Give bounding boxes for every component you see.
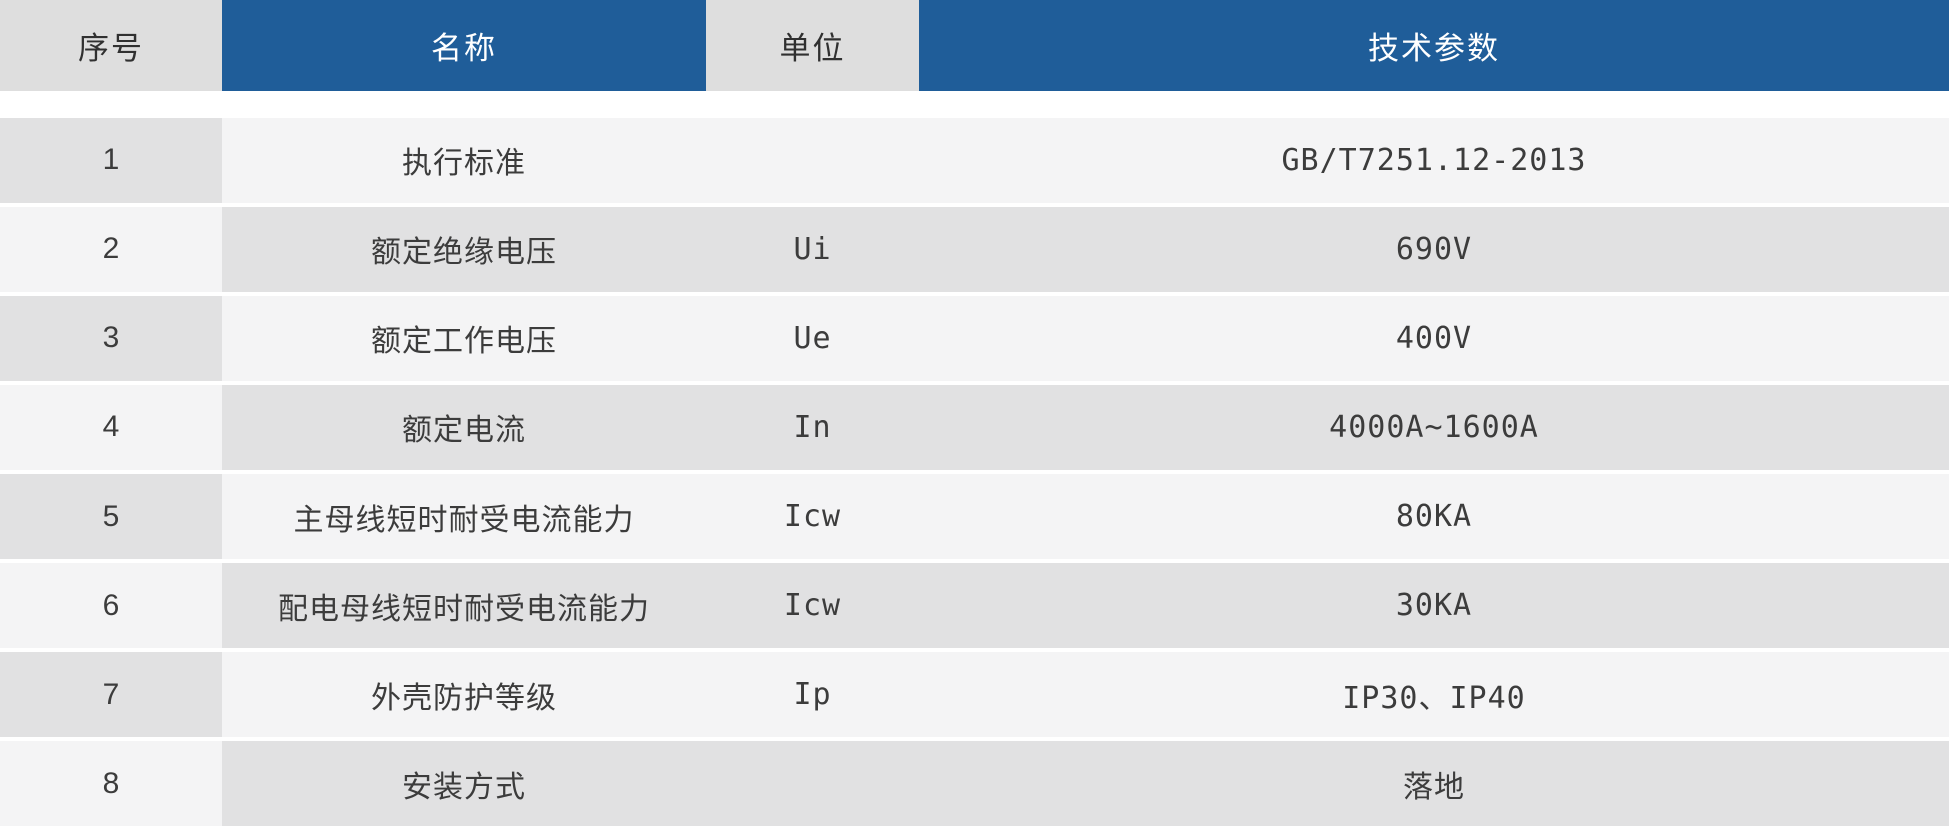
cell-value: 30KA [919,563,1949,648]
cell-unit: Ui [706,207,919,292]
header-cell-no: 序号 [0,0,222,91]
cell-no: 6 [0,563,222,648]
cell-value: 落地 [919,741,1949,826]
cell-unit: Ue [706,296,919,381]
cell-unit: Icw [706,563,919,648]
cell-unit [706,118,919,203]
cell-name: 安装方式 [222,741,706,826]
header-cell-name: 名称 [222,0,706,91]
cell-no: 3 [0,296,222,381]
cell-no: 1 [0,118,222,203]
cell-value: 80KA [919,474,1949,559]
cell-value: 690V [919,207,1949,292]
cell-unit: In [706,385,919,470]
table-body: 1 执行标准 GB/T7251.12-2013 2 额定绝缘电压 Ui 690V… [0,118,1949,826]
header-body-divider [0,91,1949,118]
table-row: 6 配电母线短时耐受电流能力 Icw 30KA [0,563,1949,648]
table-row: 1 执行标准 GB/T7251.12-2013 [0,118,1949,203]
cell-value: IP30、IP40 [919,652,1949,737]
table-row: 8 安装方式 落地 [0,741,1949,826]
cell-no: 7 [0,652,222,737]
cell-name: 外壳防护等级 [222,652,706,737]
cell-unit [706,741,919,826]
table-row: 5 主母线短时耐受电流能力 Icw 80KA [0,474,1949,559]
cell-value: GB/T7251.12-2013 [919,118,1949,203]
cell-name: 额定工作电压 [222,296,706,381]
table-header-row: 序号 名称 单位 技术参数 [0,0,1949,91]
table-row: 2 额定绝缘电压 Ui 690V [0,207,1949,292]
cell-name: 额定电流 [222,385,706,470]
cell-no: 8 [0,741,222,826]
cell-unit: Ip [706,652,919,737]
table-row: 4 额定电流 In 4000A~1600A [0,385,1949,470]
cell-name: 额定绝缘电压 [222,207,706,292]
cell-value: 400V [919,296,1949,381]
cell-name: 配电母线短时耐受电流能力 [222,563,706,648]
cell-name: 执行标准 [222,118,706,203]
cell-no: 4 [0,385,222,470]
header-cell-unit: 单位 [706,0,919,91]
cell-no: 5 [0,474,222,559]
cell-no: 2 [0,207,222,292]
table-row: 7 外壳防护等级 Ip IP30、IP40 [0,652,1949,737]
cell-name: 主母线短时耐受电流能力 [222,474,706,559]
cell-value: 4000A~1600A [919,385,1949,470]
cell-unit: Icw [706,474,919,559]
header-cell-params: 技术参数 [919,0,1949,91]
table-row: 3 额定工作电压 Ue 400V [0,296,1949,381]
